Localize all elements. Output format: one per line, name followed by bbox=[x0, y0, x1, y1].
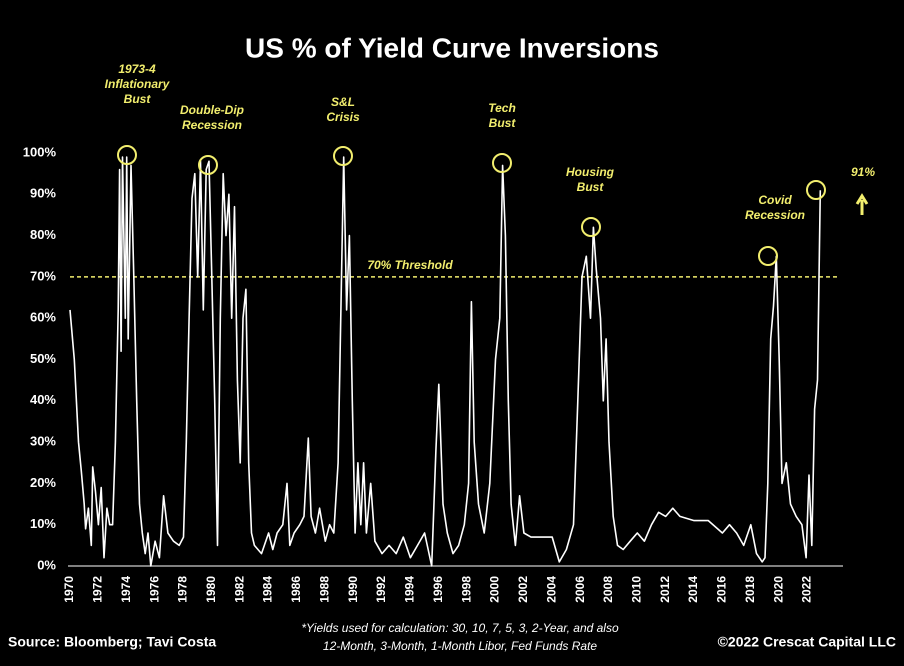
note: *Yields used for calculation: 30, 10, 7,… bbox=[301, 621, 619, 635]
y-tick-label: 40% bbox=[30, 392, 56, 407]
y-tick-label: 100% bbox=[23, 144, 57, 159]
x-tick-label: 1996 bbox=[431, 576, 445, 603]
y-tick-label: 50% bbox=[30, 351, 56, 366]
annotation-circle bbox=[806, 180, 826, 200]
x-tick-label: 2000 bbox=[488, 576, 502, 603]
annotation-circle bbox=[333, 146, 353, 166]
chart-title: US % of Yield Curve Inversions bbox=[245, 32, 659, 63]
annotation-circle bbox=[758, 246, 778, 266]
annotation: Bust bbox=[489, 116, 517, 130]
annotation: Housing bbox=[566, 165, 615, 179]
annotation: 91% bbox=[851, 165, 875, 179]
x-tick-label: 2004 bbox=[544, 576, 558, 603]
annotation: Inflationary bbox=[105, 77, 171, 91]
x-tick-label: 1988 bbox=[317, 576, 331, 603]
x-tick-label: 2012 bbox=[658, 576, 672, 603]
x-tick-label: 1978 bbox=[176, 576, 190, 603]
y-tick-label: 90% bbox=[30, 186, 56, 201]
note: 12-Month, 3-Month, 1-Month Libor, Fed Fu… bbox=[323, 639, 597, 653]
annotation: Bust bbox=[577, 180, 605, 194]
annotation: S&L bbox=[331, 95, 355, 109]
annotation: Recession bbox=[182, 118, 242, 132]
x-tick-label: 1982 bbox=[232, 576, 246, 603]
copyright: ©2022 Crescat Capital LLC bbox=[718, 634, 896, 650]
annotation-circle bbox=[198, 155, 218, 175]
annotation-circle bbox=[117, 145, 137, 165]
annotation: Tech bbox=[488, 101, 516, 115]
x-tick-label: 1976 bbox=[147, 576, 161, 603]
x-tick-label: 2010 bbox=[630, 576, 644, 603]
annotation: Double-Dip bbox=[180, 103, 244, 117]
x-tick-label: 1992 bbox=[374, 576, 388, 603]
x-tick-label: 1990 bbox=[346, 576, 360, 603]
series-line bbox=[69, 156, 822, 567]
annotation-circle bbox=[492, 153, 512, 173]
x-tick-label: 1984 bbox=[261, 576, 275, 603]
annotation-circle bbox=[581, 217, 601, 237]
y-tick-label: 70% bbox=[30, 268, 56, 283]
x-tick-label: 1986 bbox=[289, 576, 303, 603]
x-tick-label: 1998 bbox=[459, 576, 473, 603]
annotation: 1973-4 bbox=[118, 62, 156, 76]
annotation: Covid bbox=[758, 193, 792, 207]
x-tick-label: 2018 bbox=[743, 576, 757, 603]
x-tick-label: 1994 bbox=[403, 576, 417, 603]
annotation: Crisis bbox=[326, 110, 360, 124]
x-tick-label: 1972 bbox=[91, 576, 105, 603]
source: Source: Bloomberg; Tavi Costa bbox=[8, 634, 216, 650]
x-tick-label: 1980 bbox=[204, 576, 218, 603]
x-tick-label: 2014 bbox=[686, 576, 700, 603]
x-tick-label: 2008 bbox=[601, 576, 615, 603]
threshold-label: 70% Threshold bbox=[367, 258, 453, 272]
x-tick-label: 2020 bbox=[771, 576, 785, 603]
y-tick-label: 30% bbox=[30, 434, 56, 449]
x-tick-label: 1970 bbox=[62, 576, 76, 603]
y-tick-label: 80% bbox=[30, 227, 56, 242]
x-tick-label: 1974 bbox=[119, 576, 133, 603]
y-tick-label: 60% bbox=[30, 310, 56, 325]
y-tick-label: 20% bbox=[30, 475, 56, 490]
y-tick-label: 10% bbox=[30, 516, 56, 531]
annotation: Bust bbox=[124, 92, 152, 106]
annotation: Recession bbox=[745, 208, 805, 222]
x-tick-label: 2006 bbox=[573, 576, 587, 603]
arrow bbox=[855, 193, 869, 215]
x-tick-label: 2022 bbox=[800, 576, 814, 603]
y-tick-label: 0% bbox=[37, 557, 56, 572]
x-tick-label: 2016 bbox=[715, 576, 729, 603]
x-tick-label: 2002 bbox=[516, 576, 530, 603]
